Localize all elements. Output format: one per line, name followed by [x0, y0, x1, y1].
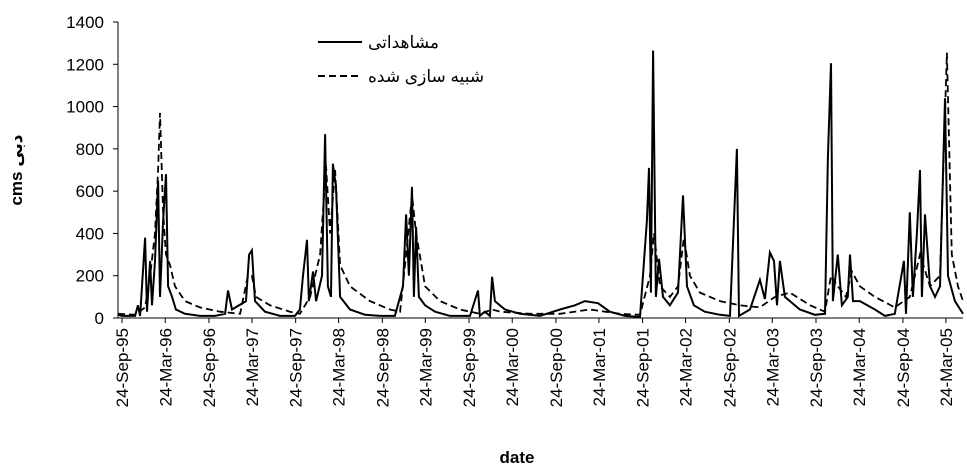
series-line — [117, 50, 964, 318]
x-tick-label: 24-Sep-01 — [634, 328, 653, 407]
x-tick-label: 24-Sep-03 — [807, 328, 826, 407]
x-tick-label: 24-Sep-04 — [894, 328, 913, 407]
x-tick-label: 24-Sep-95 — [113, 328, 132, 407]
x-tick-label: 24-Sep-02 — [720, 328, 739, 407]
series-line — [117, 52, 964, 316]
x-tick-label: 24-Mar-99 — [416, 328, 435, 406]
x-tick-label: 24-Mar-02 — [677, 328, 696, 406]
legend-label: شبیه سازی شده — [368, 67, 484, 86]
x-tick-label: 24-Mar-98 — [330, 328, 349, 406]
x-tick-label: 24-Sep-96 — [200, 328, 219, 407]
y-tick-label: 1200 — [66, 55, 104, 74]
x-tick-label: 24-Sep-98 — [373, 328, 392, 407]
x-tick-label: 24-Sep-00 — [547, 328, 566, 407]
x-axis-title: date — [500, 448, 535, 467]
y-axis-title: دبی cms — [7, 134, 26, 205]
x-tick-label: 24-Mar-97 — [243, 328, 262, 406]
y-tick-label: 1400 — [66, 13, 104, 32]
x-tick-label: 24-Mar-96 — [156, 328, 175, 406]
y-tick-label: 800 — [76, 140, 104, 159]
y-tick-label: 400 — [76, 224, 104, 243]
y-tick-label: 200 — [76, 267, 104, 286]
y-tick-label: 1000 — [66, 98, 104, 117]
x-tick-label: 24-Mar-05 — [937, 328, 956, 406]
x-tick-label: 24-Mar-00 — [503, 328, 522, 406]
y-tick-label: 600 — [76, 182, 104, 201]
x-tick-label: 24-Mar-04 — [850, 328, 869, 406]
x-tick-label: 24-Mar-03 — [763, 328, 782, 406]
x-tick-label: 24-Mar-01 — [590, 328, 609, 406]
legend-label: مشاهداتی — [368, 33, 439, 52]
x-tick-label: 24-Sep-99 — [460, 328, 479, 407]
x-tick-label: 24-Sep-97 — [287, 328, 306, 407]
y-tick-label: 0 — [95, 309, 104, 328]
